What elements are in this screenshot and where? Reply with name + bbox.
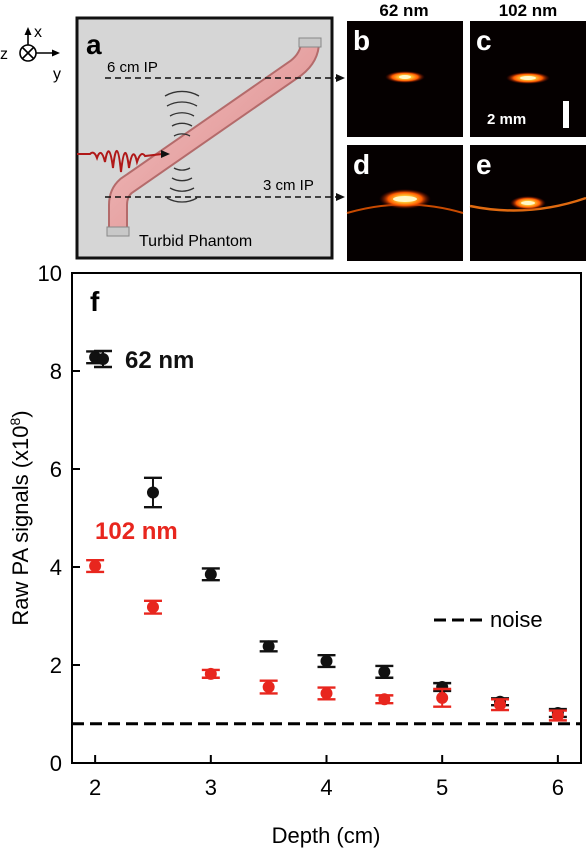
panel-label-f: f [90,286,100,317]
axis-y-label: y [53,66,61,83]
data-point [551,709,564,722]
label-102nm: 102 nm [95,518,178,545]
panel-label-c: c [476,25,492,56]
data-point [204,667,217,680]
data-point [146,601,159,614]
y-ticks: 0 2 4 6 8 10 [38,261,80,776]
data-point [262,681,275,694]
y-tick-label: 10 [38,261,62,286]
x-tick-label: 4 [320,775,332,800]
legend-marker [97,353,109,365]
col-header-62nm: 62 nm [379,1,428,20]
panel-label-a: a [86,29,102,60]
image-panel-d: d [346,145,464,261]
image-panel-b: b [347,21,463,137]
y-tick-label: 4 [50,555,62,580]
data-point [320,655,333,668]
chart-marks [72,349,581,726]
tube-icon [106,37,322,237]
data-point [204,568,217,581]
x-tick-label: 2 [89,775,101,800]
data-point [146,486,159,499]
x-ticks: 2 3 4 5 6 [89,755,564,800]
col-header-102nm: 102 nm [499,1,558,20]
ip-label-top: 6 cm IP [107,59,158,76]
y-axis-label-main: Raw PA signals (x10 [8,425,33,625]
data-point [494,698,507,711]
data-point [89,560,102,573]
laser-pulse-icon [77,150,170,173]
y-tick-label: 2 [50,653,62,678]
x-tick-label: 5 [436,775,448,800]
image-panel-c: c 2 mm [470,21,586,137]
y-axis-label-sup: 8 [7,417,23,425]
y-axis-label-close: ) [8,410,33,417]
pa-images: 62 nm 102 nm b c 2 mm d [346,1,587,261]
axis-z-label: z [0,46,8,63]
noise-legend-label: noise [490,607,543,632]
y-tick-label: 0 [50,751,62,776]
schematic-panel: x y z a [0,16,345,260]
data-point [436,691,449,704]
scale-bar [563,101,569,128]
panel-label-e: e [476,149,492,180]
data-point [378,693,391,706]
x-tick-label: 3 [205,775,217,800]
x-tick-label: 6 [552,775,564,800]
y-axis-label: Raw PA signals (x108) [7,410,33,625]
data-point [262,640,275,653]
acoustic-wave-icon [164,90,200,203]
panel-label-b: b [353,25,370,56]
panel-label-d: d [353,149,370,180]
scale-bar-label: 2 mm [487,111,526,128]
phantom-label: Turbid Phantom [139,233,252,250]
chart-panel-f: f 2 3 4 5 6 0 2 4 6 8 10 62 nm 102 nm noise Depth… [7,261,582,848]
label-62nm: 62 nm [125,347,194,374]
y-tick-label: 8 [50,359,62,384]
data-point [320,687,333,700]
ip-label-bottom: 3 cm IP [263,177,314,194]
data-point [378,665,391,678]
image-panel-e: e [469,145,587,261]
axis-x-label: x [34,24,42,41]
x-axis-label: Depth (cm) [272,823,381,848]
y-tick-label: 6 [50,457,62,482]
coordinate-axes-icon [19,27,60,62]
